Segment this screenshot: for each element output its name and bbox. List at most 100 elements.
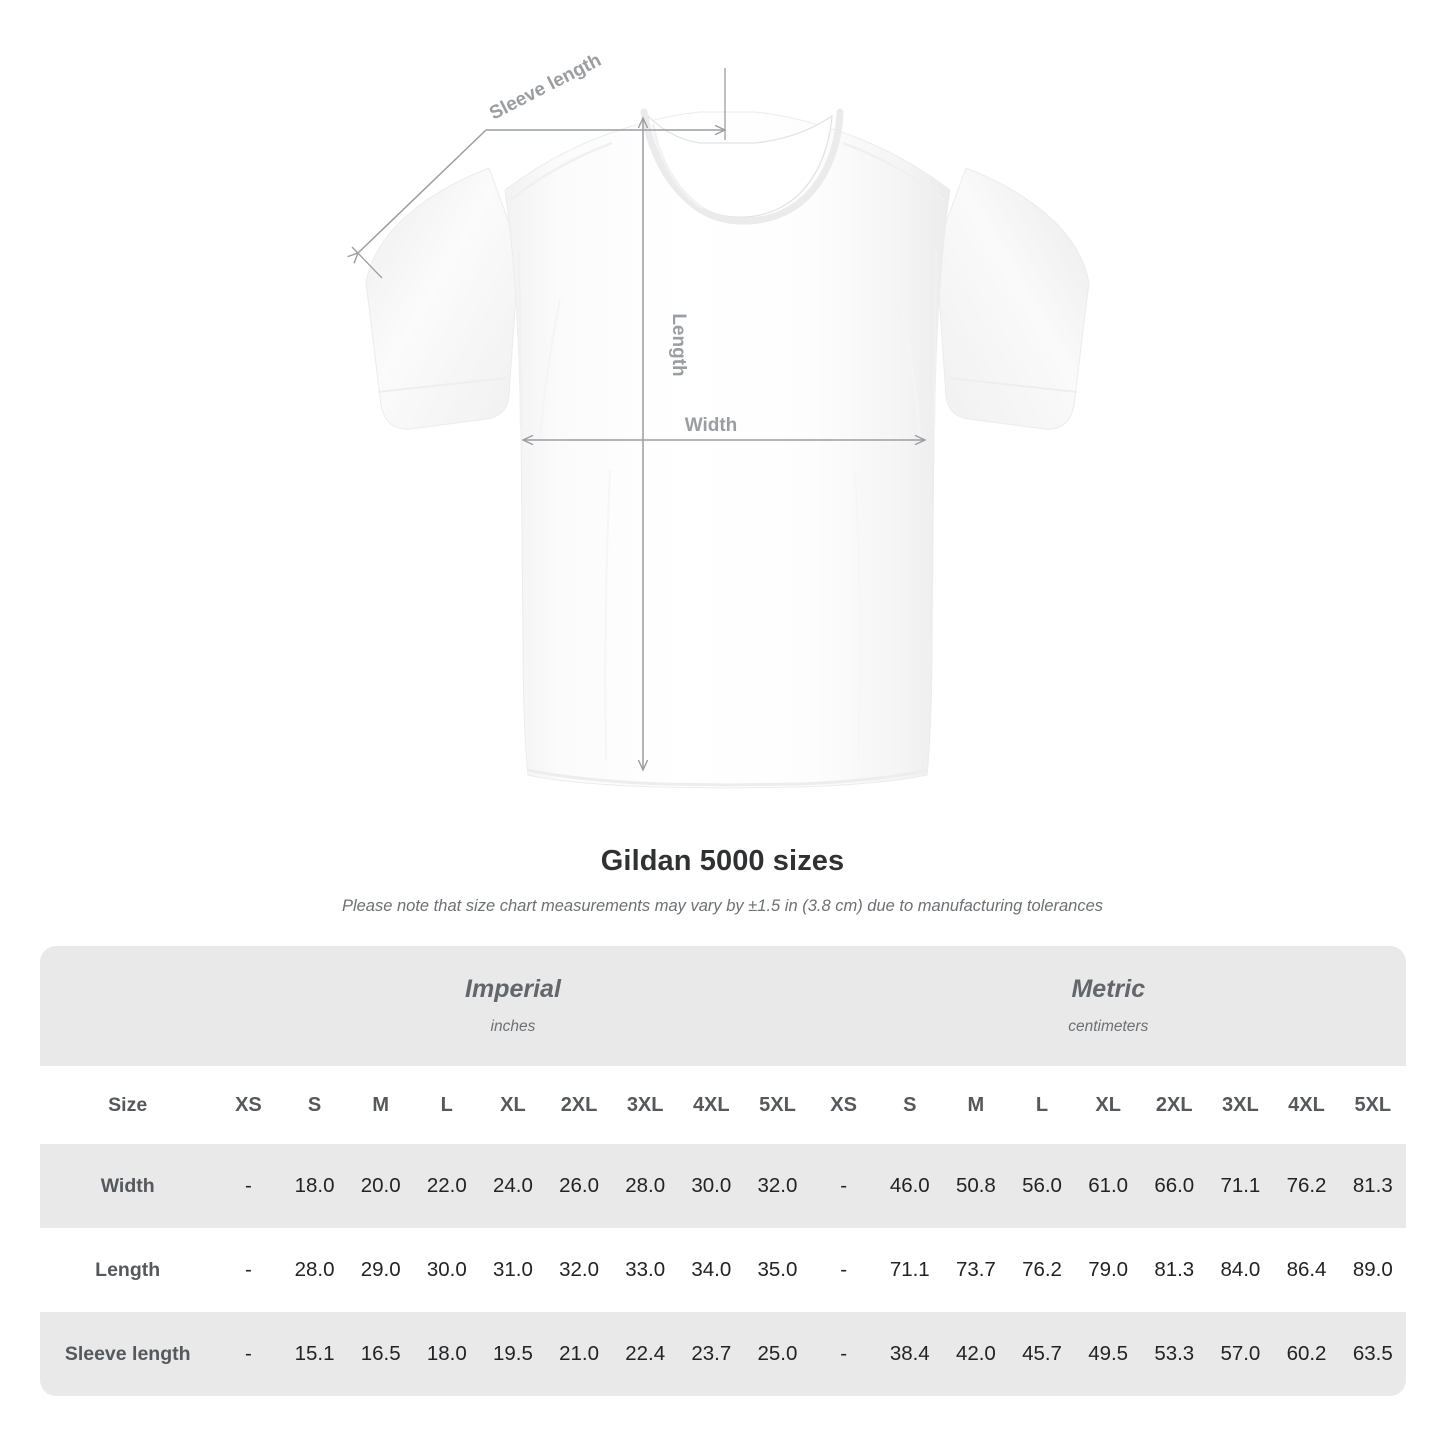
unit-name-metric: Metric — [1071, 975, 1146, 1004]
cell-sleeve-metric-m: 42.0 — [942, 1312, 1009, 1396]
cell-sleeve-metric-xl: 49.5 — [1075, 1312, 1142, 1396]
unit-banner-spacer — [40, 946, 216, 1066]
cell-width-imperial-2xl: 26.0 — [545, 1144, 613, 1228]
cell-length-imperial-l: 30.0 — [413, 1228, 480, 1312]
page-title: Gildan 5000 sizes — [600, 845, 845, 877]
cell-width-imperial-xl: 24.0 — [479, 1144, 546, 1228]
cell-width-metric-4xl: 76.2 — [1273, 1144, 1340, 1228]
tshirt-illustration: Sleeve length Length Width — [0, 50, 1090, 789]
title-block: Gildan 5000 sizes Please note that size … — [0, 845, 1445, 916]
cell-length-metric-5xl: 89.0 — [1339, 1228, 1406, 1312]
cell-sleeve-imperial-xs: - — [215, 1312, 282, 1396]
header-imperial-xs: XS — [215, 1066, 282, 1144]
cell-sleeve-metric-3xl: 57.0 — [1207, 1312, 1274, 1396]
cell-sleeve-metric-l: 45.7 — [1008, 1312, 1076, 1396]
cell-width-imperial-3xl: 28.0 — [612, 1144, 679, 1228]
width-label: Width — [685, 415, 738, 436]
cell-sleeve-metric-5xl: 63.5 — [1339, 1312, 1406, 1396]
cell-width-metric-xl: 61.0 — [1075, 1144, 1142, 1228]
cell-length-imperial-4xl: 34.0 — [678, 1228, 745, 1312]
row-label-length: Length — [40, 1228, 216, 1312]
unit-sub-metric: centimeters — [1068, 1017, 1149, 1035]
cell-width-metric-s: 46.0 — [876, 1144, 943, 1228]
cell-sleeve-imperial-xl: 19.5 — [479, 1312, 546, 1396]
cell-length-imperial-5xl: 35.0 — [744, 1228, 811, 1312]
header-imperial-m: M — [347, 1066, 414, 1144]
cell-length-metric-4xl: 86.4 — [1273, 1228, 1340, 1312]
table-header-row: Size XS S M L XL 2XL 3XL 4XL 5XL XS S M … — [40, 1066, 1406, 1144]
cell-length-imperial-xl: 31.0 — [479, 1228, 546, 1312]
cell-sleeve-metric-xs: - — [810, 1312, 877, 1396]
cell-length-metric-xs: - — [810, 1228, 877, 1312]
table-row-width: Width - 18.0 20.0 22.0 24.0 26.0 28.0 30… — [40, 1144, 1406, 1228]
header-metric-s: S — [876, 1066, 943, 1144]
size-chart-table: Imperial inches Metric centimeters Size … — [40, 946, 1406, 1396]
cell-sleeve-imperial-m: 16.5 — [347, 1312, 414, 1396]
cell-width-imperial-s: 18.0 — [281, 1144, 348, 1228]
cell-length-imperial-xs: - — [215, 1228, 282, 1312]
sleeve-length-dimension — [352, 68, 725, 279]
header-metric-l: L — [1008, 1066, 1076, 1144]
tolerance-note: Please note that size chart measurements… — [341, 897, 1104, 915]
table-row-sleeve-length: Sleeve length - 15.1 16.5 18.0 19.5 21.0… — [40, 1312, 1406, 1396]
cell-sleeve-metric-4xl: 60.2 — [1273, 1312, 1340, 1396]
cell-sleeve-imperial-4xl: 23.7 — [678, 1312, 745, 1396]
cell-length-imperial-2xl: 32.0 — [545, 1228, 613, 1312]
unit-banner-metric: Metric centimeters — [810, 946, 1406, 1066]
cell-sleeve-imperial-l: 18.0 — [413, 1312, 480, 1396]
header-imperial-xl: XL — [479, 1066, 546, 1144]
unit-name-imperial: Imperial — [465, 975, 561, 1004]
cell-width-metric-l: 56.0 — [1008, 1144, 1076, 1228]
cell-sleeve-imperial-3xl: 22.4 — [612, 1312, 679, 1396]
cell-width-metric-xs: - — [810, 1144, 877, 1228]
cell-sleeve-metric-s: 38.4 — [876, 1312, 943, 1396]
cell-length-metric-l: 76.2 — [1008, 1228, 1076, 1312]
cell-length-metric-m: 73.7 — [942, 1228, 1009, 1312]
cell-length-imperial-s: 28.0 — [281, 1228, 348, 1312]
cell-length-imperial-3xl: 33.0 — [612, 1228, 679, 1312]
unit-banner-row: Imperial inches Metric centimeters — [40, 946, 1406, 1066]
cell-length-metric-s: 71.1 — [876, 1228, 943, 1312]
unit-sub-imperial: inches — [490, 1017, 536, 1035]
header-metric-xs: XS — [810, 1066, 877, 1144]
header-metric-5xl: 5XL — [1339, 1066, 1406, 1144]
cell-sleeve-imperial-s: 15.1 — [281, 1312, 348, 1396]
header-size-label: Size — [40, 1066, 216, 1144]
measurement-annotations — [352, 68, 925, 770]
cell-length-metric-3xl: 84.0 — [1207, 1228, 1274, 1312]
cell-sleeve-imperial-2xl: 21.0 — [545, 1312, 613, 1396]
cell-width-metric-3xl: 71.1 — [1207, 1144, 1274, 1228]
header-imperial-s: S — [281, 1066, 348, 1144]
sleeve-length-label: Sleeve length — [486, 50, 605, 125]
header-imperial-l: L — [413, 1066, 480, 1144]
header-metric-xl: XL — [1075, 1066, 1142, 1144]
header-imperial-4xl: 4XL — [678, 1066, 745, 1144]
cell-sleeve-imperial-5xl: 25.0 — [744, 1312, 811, 1396]
table-row-length: Length - 28.0 29.0 30.0 31.0 32.0 33.0 3… — [40, 1228, 1406, 1312]
header-metric-2xl: 2XL — [1141, 1066, 1208, 1144]
row-label-width: Width — [40, 1144, 216, 1228]
cell-length-imperial-m: 29.0 — [347, 1228, 414, 1312]
cell-width-metric-m: 50.8 — [942, 1144, 1009, 1228]
tshirt-garment — [365, 108, 1090, 789]
row-label-sleeve-length: Sleeve length — [40, 1312, 216, 1396]
header-metric-m: M — [942, 1066, 1009, 1144]
header-imperial-5xl: 5XL — [744, 1066, 811, 1144]
cell-width-imperial-xs: - — [215, 1144, 282, 1228]
header-imperial-3xl: 3XL — [612, 1066, 679, 1144]
length-label: Length — [668, 313, 689, 376]
cell-width-imperial-5xl: 32.0 — [744, 1144, 811, 1228]
header-metric-3xl: 3XL — [1207, 1066, 1274, 1144]
cell-width-imperial-4xl: 30.0 — [678, 1144, 745, 1228]
header-metric-4xl: 4XL — [1273, 1066, 1340, 1144]
cell-length-metric-2xl: 81.3 — [1141, 1228, 1208, 1312]
cell-width-imperial-m: 20.0 — [347, 1144, 414, 1228]
header-imperial-2xl: 2XL — [545, 1066, 613, 1144]
cell-width-metric-5xl: 81.3 — [1339, 1144, 1406, 1228]
cell-width-metric-2xl: 66.0 — [1141, 1144, 1208, 1228]
cell-width-imperial-l: 22.0 — [413, 1144, 480, 1228]
unit-banner-imperial: Imperial inches — [215, 946, 811, 1066]
cell-sleeve-metric-2xl: 53.3 — [1141, 1312, 1208, 1396]
cell-length-metric-xl: 79.0 — [1075, 1228, 1142, 1312]
